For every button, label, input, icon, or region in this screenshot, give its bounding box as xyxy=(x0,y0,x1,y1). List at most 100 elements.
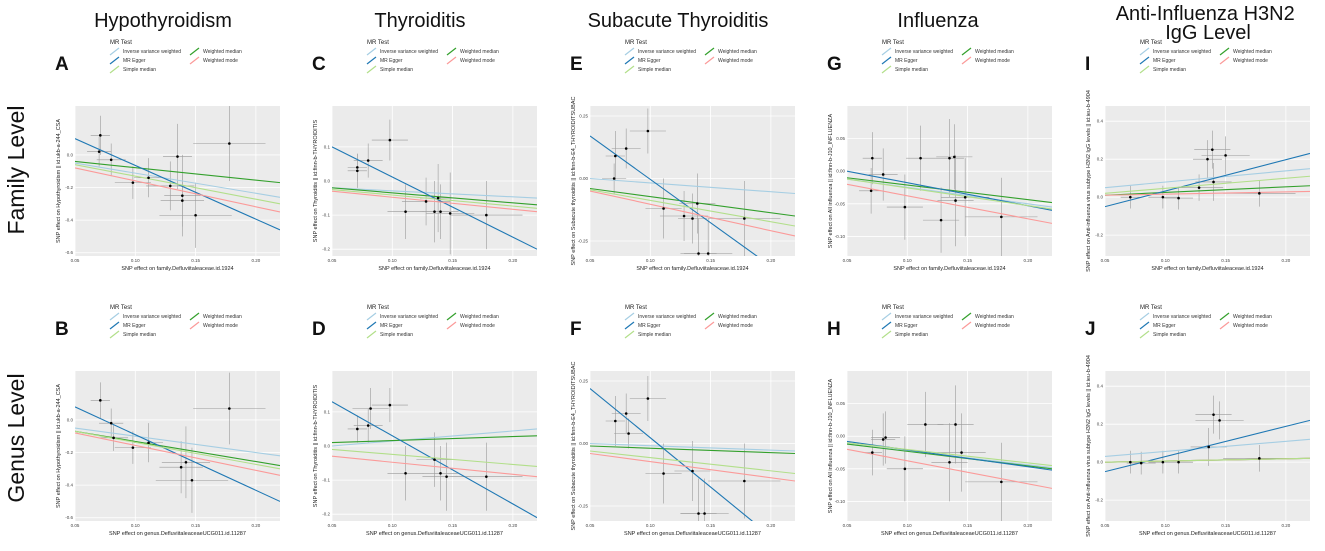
line-weighted-mode xyxy=(332,190,537,213)
data-point xyxy=(176,155,179,158)
x-tick-label: 0.20 xyxy=(1281,523,1290,528)
data-point xyxy=(919,156,922,160)
legend-label: Simple median xyxy=(638,332,671,338)
data-point xyxy=(388,403,392,407)
data-point xyxy=(404,471,407,475)
legend-key-inverse-variance-weighted xyxy=(1139,312,1150,321)
legend: MR Test Inverse variance weighted Weighted… xyxy=(109,40,242,74)
column-title-5-line-1: Anti-Influenza H3N2 xyxy=(1116,3,1295,25)
data-point xyxy=(179,465,183,469)
column-title-4: Influenza xyxy=(897,10,979,32)
data-point xyxy=(953,155,956,159)
y-tick-label: 0.0 xyxy=(1097,195,1104,200)
y-tick-label: 0.2 xyxy=(1097,422,1104,427)
panel-i: I MR Test Inverse variance weighted Weighte… xyxy=(1085,40,1310,272)
data-point xyxy=(1206,157,1209,161)
data-point xyxy=(97,150,101,153)
legend-key-mr-egger xyxy=(624,56,635,65)
data-point xyxy=(624,147,628,150)
y-axis-label: SNP effect on All influenza || id:finn-b… xyxy=(828,113,834,248)
x-tick-label: 0.15 xyxy=(191,523,200,528)
plot-content xyxy=(847,385,1052,521)
x-tick-label: 0.20 xyxy=(251,523,260,528)
panel-letter: B xyxy=(55,319,69,340)
x-tick-label: 0.10 xyxy=(646,258,655,263)
legend-label: MR Egger xyxy=(380,323,403,329)
legend: MR Test Inverse variance weighted Weighted… xyxy=(881,40,1014,74)
legend-label: Inverse variance weighted xyxy=(638,49,696,55)
line-inverse-variance-weighted xyxy=(1105,438,1310,457)
y-tick-label: 0.1 xyxy=(324,409,331,414)
legend-key-weighted-median xyxy=(1219,47,1230,56)
column-title-3: Subacute Thyroiditis xyxy=(588,10,769,32)
plot-content xyxy=(75,372,280,513)
line-mr-egger xyxy=(1105,419,1310,473)
data-point xyxy=(99,399,102,402)
legend-title: MR Test xyxy=(1140,40,1162,46)
legend-title: MR Test xyxy=(110,40,132,46)
y-tick-label: -0.4 xyxy=(65,483,73,488)
data-point xyxy=(1177,196,1180,200)
data-point xyxy=(954,199,957,202)
legend-key-simple-median xyxy=(624,330,635,339)
x-tick-label: 0.15 xyxy=(448,258,457,263)
line-simple-median xyxy=(1105,457,1310,463)
line-simple-median xyxy=(75,164,280,205)
y-tick-label: 0.00 xyxy=(836,169,845,174)
data-point xyxy=(662,472,665,475)
data-point xyxy=(614,419,617,423)
x-tick-label: 0.15 xyxy=(1221,523,1230,528)
y-tick-label: -0.1 xyxy=(322,213,330,218)
x-axis-label: SNP effect on family.Defluviitaleaceae.i… xyxy=(378,266,490,272)
x-tick-label: 0.20 xyxy=(766,258,775,263)
legend-key-inverse-variance-weighted xyxy=(366,312,377,321)
plot-content xyxy=(332,388,537,519)
legend-key-simple-median xyxy=(109,330,120,339)
x-tick-label: 0.10 xyxy=(903,258,912,263)
data-point xyxy=(884,436,887,439)
column-title-5: Anti-Influenza H3N2 IgG Level xyxy=(1116,3,1301,44)
data-point xyxy=(109,158,113,162)
plot-content xyxy=(332,119,537,255)
legend-label: Inverse variance weighted xyxy=(895,49,953,55)
data-point xyxy=(624,412,628,415)
data-point xyxy=(194,213,197,217)
panel-c: C MR Test Inverse variance weighted Weighte… xyxy=(312,40,537,272)
legend-key-weighted-median xyxy=(446,47,457,56)
legend-key-mr-egger xyxy=(109,56,120,65)
data-point xyxy=(871,451,874,454)
x-axis-label: SNP effect on family.Defluviitaleaceae.i… xyxy=(636,266,748,272)
y-tick-label: 0.0 xyxy=(324,444,331,449)
column-title-1: Hypothyroidism xyxy=(94,10,232,32)
legend-title: MR Test xyxy=(110,305,132,311)
legend-label: Weighted mode xyxy=(460,58,495,64)
data-point xyxy=(1129,195,1132,199)
data-point xyxy=(388,138,392,142)
panel-letter: G xyxy=(827,54,842,75)
panel-letter: I xyxy=(1085,54,1090,75)
legend-label: MR Egger xyxy=(123,323,146,329)
data-point xyxy=(356,427,359,431)
plot-content xyxy=(590,376,795,521)
data-point xyxy=(190,478,194,482)
data-point xyxy=(356,169,359,173)
legend-label: MR Egger xyxy=(895,323,918,329)
panel-letter: A xyxy=(55,54,69,75)
data-point xyxy=(646,129,650,133)
data-point xyxy=(184,461,188,464)
legend-key-weighted-mode xyxy=(1219,321,1230,330)
line-inverse-variance-weighted xyxy=(590,177,795,195)
line-weighted-mode xyxy=(590,190,795,237)
data-point xyxy=(1161,195,1165,199)
x-tick-label: 0.10 xyxy=(388,523,397,528)
data-point xyxy=(948,156,951,160)
legend-key-inverse-variance-weighted xyxy=(624,312,635,321)
data-point xyxy=(112,436,115,440)
data-point xyxy=(1258,457,1261,460)
y-axis-label: SNP effect on Thyroiditis || id:finn-b-T… xyxy=(313,119,319,242)
x-tick-label: 0.10 xyxy=(903,523,912,528)
legend-label: Weighted median xyxy=(975,314,1014,320)
data-point xyxy=(614,154,617,158)
x-tick-label: 0.10 xyxy=(131,523,140,528)
legend-key-inverse-variance-weighted xyxy=(881,47,892,56)
